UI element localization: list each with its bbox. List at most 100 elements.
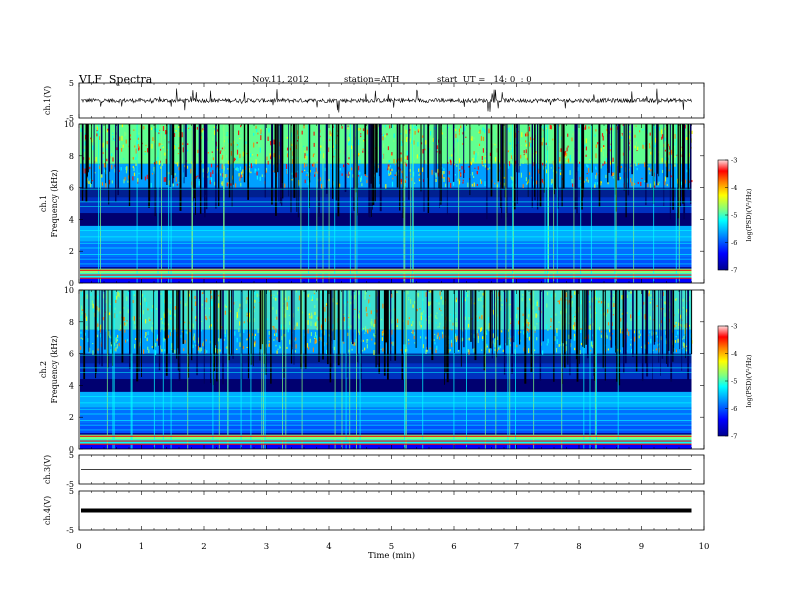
ch2-spectrogram-speckle (613, 296, 615, 302)
ch1-spectrogram-speckle (596, 182, 598, 185)
ch2-spectrogram-speckle (288, 314, 290, 317)
ch1-spectrogram-speckle (610, 161, 612, 165)
ch1-spectrogram-speckle (323, 137, 325, 142)
ch2-spectrogram-streak (104, 290, 106, 350)
ch2-spectrogram-streak (444, 290, 445, 385)
ch1-spectrogram-speckle (482, 148, 484, 153)
ch2-spectrogram-streak (578, 290, 580, 364)
ch1-spectrogram-speckle (190, 168, 192, 174)
ch1-spectrogram-speckle (88, 157, 90, 160)
ch2-spectrogram-speckle (85, 315, 88, 317)
ch2-spectrogram-streak (178, 290, 181, 381)
ch2-spectrogram-speckle (273, 326, 275, 330)
ch1-spectrogram-speckle (648, 143, 651, 146)
ch1-spectrogram-speckle (265, 170, 267, 173)
ch2-spectrogram-speckle (482, 305, 484, 308)
ch2-spectrogram-speckle (193, 336, 195, 341)
ch1-spectrogram-speckle (481, 160, 483, 165)
ch1-spectrogram-speckle (161, 162, 164, 166)
ch1-spectrogram-speckle (119, 136, 121, 141)
ch1-spectrogram-speckle (259, 176, 261, 181)
ch1-spectrogram-speckle (386, 133, 388, 136)
ch2-spectrogram-streak (496, 290, 498, 358)
ch1-spectrogram-speckle (224, 147, 226, 149)
ch2-spectrogram-streak (569, 290, 572, 340)
ch1-spectrogram-speckle (597, 142, 599, 145)
ch1-spectrogram-speckle (99, 136, 101, 140)
ch2-spectrogram-speckle (612, 314, 614, 316)
ch1-spectrogram-speckle (594, 134, 596, 137)
ch2-spectrogram-speckle (343, 317, 345, 321)
ch1-spectrogram-speckle (143, 126, 145, 130)
ch2-spectrogram-speckle (411, 324, 413, 327)
ch1-spectrogram-streak (490, 124, 493, 197)
ch2-spectrogram-speckle (468, 337, 470, 341)
ch2-spectrogram-speckle (223, 338, 225, 341)
ch1-spectrogram-sferic (161, 124, 162, 283)
ch1-spectrogram-speckle (207, 175, 209, 178)
ch1-spectrogram-speckle (441, 174, 443, 179)
ch1-spectrogram-sferic (403, 124, 405, 283)
ch1-spectrogram-speckle (361, 183, 363, 187)
ch2-spectrogram-speckle (160, 318, 162, 320)
ch1-spectrogram-speckle (600, 164, 602, 169)
ch1-spectrogram-sferic (157, 124, 159, 283)
ch2-spectrogram-speckle (477, 333, 479, 337)
ch1-spectrogram-speckle (537, 169, 540, 174)
ch1-spectrogram-speckle (250, 153, 252, 158)
ch2-spectrogram-speckle (287, 327, 289, 333)
ch1-spectrogram-speckle (207, 167, 209, 172)
ch1-spectrogram-streak (574, 124, 577, 210)
ch2-spectrogram-speckle (565, 308, 567, 314)
ch2-spectrogram-speckle (275, 295, 277, 298)
ch2-spectrogram-speckle (441, 331, 444, 335)
ch1-spectrogram-sferic (98, 124, 100, 283)
ch1-spectrogram-speckle (571, 137, 573, 142)
ch2-spectrogram-speckle (124, 329, 126, 333)
ch1-spectrogram-streak (93, 124, 95, 188)
ch1-spectrogram-streak (308, 124, 310, 209)
ch2-spectrogram-speckle (163, 337, 165, 342)
ch1-spectrogram-speckle (125, 170, 128, 174)
ch1-spectrogram-speckle (211, 151, 213, 153)
ch2-spectrogram-speckle (354, 342, 356, 346)
ch1-spectrogram-speckle (647, 164, 649, 167)
ch1-spectrogram-speckle (239, 132, 242, 134)
ch1-spectrogram-streak (185, 124, 187, 177)
ch1-spectrogram-speckle (116, 147, 118, 151)
ch2-spectrogram-speckle (473, 334, 475, 339)
ch1-spectrogram-speckle (509, 158, 512, 161)
ch2-spectrogram-streak (489, 290, 492, 349)
ch1-spectrogram-speckle (158, 160, 160, 165)
ch2-spectrogram-sferic (495, 290, 497, 449)
ch1-spectrogram-speckle (437, 168, 439, 173)
ch2-spectrogram-speckle (547, 329, 549, 331)
ch2-spectrogram-speckle (269, 336, 271, 339)
ch1-spectrogram-speckle (476, 171, 478, 174)
ch2-spectrogram-speckle (434, 333, 436, 336)
ch2-spectrogram-speckle (254, 340, 256, 344)
ch2-spectrogram-streak (176, 290, 178, 359)
ch1-spectrogram-speckle (630, 164, 632, 167)
ch1-spectrogram-speckle (248, 162, 250, 167)
ch2-spectrogram-speckle (613, 303, 615, 307)
ch1-spectrogram-speckle (96, 133, 98, 137)
ch2-spectrogram-streak (503, 290, 506, 375)
ch2-spectrogram-speckle (382, 333, 384, 336)
ch1-spectrogram-speckle (285, 164, 288, 169)
ch2-spectrogram-speckle (475, 315, 478, 317)
ch2-spectrogram-speckle (127, 309, 129, 314)
ch1-spectrogram-speckle (258, 143, 260, 148)
ch1-spectrogram-speckle (256, 128, 258, 133)
ch1-spectrogram-speckle (125, 132, 127, 136)
ch2-spectrogram-streak (670, 290, 673, 382)
ch1-spectrogram-speckle (462, 132, 464, 135)
ch1-spectrogram-speckle (333, 155, 335, 158)
ch1-spectrogram-streak (669, 124, 671, 220)
ch1-spectrogram-speckle (529, 142, 531, 147)
ch1-spectrogram-speckle (541, 142, 543, 146)
ch2-spectrogram-speckle (319, 338, 321, 341)
ch1-spectrogram-speckle (484, 181, 486, 187)
ch2-spectrogram-streak (582, 290, 584, 347)
ch2-spectrogram-speckle (429, 301, 432, 305)
